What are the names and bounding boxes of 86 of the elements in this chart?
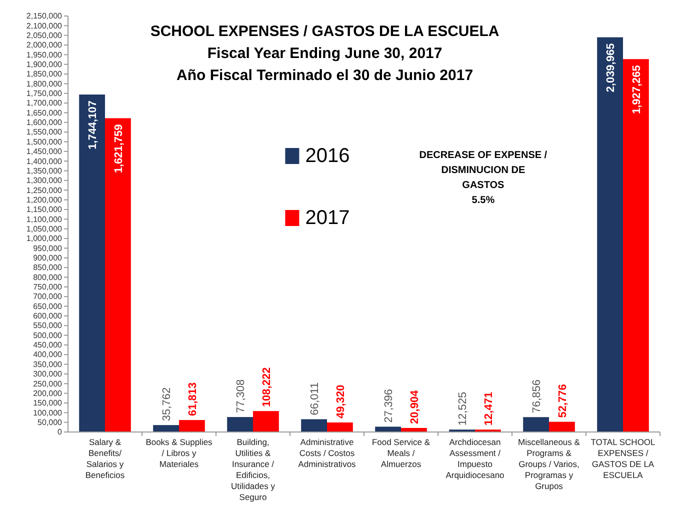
data-label: 27,396: [383, 389, 396, 423]
y-tick-label: 750,000: [33, 282, 63, 292]
y-tick-label: 150,000: [33, 398, 63, 408]
data-label: 1,744,107: [87, 100, 100, 150]
data-label: 1,621,759: [112, 124, 125, 174]
bar: [375, 426, 401, 432]
bar: [327, 422, 353, 432]
x-tick-label: Archdiocesan Assessment / Impuesto Arquidiocesano: [446, 437, 505, 480]
y-tick-label: 400,000: [33, 350, 63, 360]
bar: [523, 417, 549, 432]
data-label: 35,762: [161, 387, 174, 422]
data-label: 2,039,965: [605, 43, 618, 92]
data-label: 12,525: [457, 392, 470, 426]
data-label: 20,904: [408, 389, 421, 424]
y-tick-label: 900,000: [33, 254, 63, 262]
y-tick-label: 600,000: [33, 312, 63, 321]
x-tick-label: TOTAL SCHOOL EXPENSES / GASTOS DE LA ESCUELA: [590, 437, 656, 480]
y-tick-label: 350,000: [33, 360, 63, 369]
y-tick-label: 700,000: [33, 292, 63, 302]
y-tick-label: 550,000: [33, 321, 63, 330]
y-tick-label: 2,050,000: [26, 30, 63, 40]
y-tick-label: 1,550,000: [26, 128, 63, 137]
data-label: 66,011: [309, 382, 322, 416]
y-tick-label: 300,000: [33, 370, 63, 379]
y-tick-label: 1,000,000: [26, 234, 63, 244]
x-tick-label: Salary & Benefits/ Salarios y Beneficios: [85, 437, 125, 480]
y-tick-label: 1,700,000: [26, 98, 63, 108]
y-tick-label: 250,000: [33, 379, 63, 388]
y-tick-label: 200,000: [33, 388, 63, 398]
data-label: 108,222: [260, 367, 273, 408]
y-tick-label: 2,100,000: [26, 21, 63, 30]
data-label: 1,927,265: [630, 65, 643, 114]
y-tick-label: 850,000: [33, 263, 63, 272]
bar: [253, 411, 279, 432]
bar: [153, 425, 179, 432]
y-tick-label: 1,050,000: [26, 224, 63, 234]
y-tick-label: 100,000: [33, 408, 63, 418]
y-tick-label: 1,400,000: [26, 156, 63, 166]
x-tick-label: Building, Utilities & Insurance / Edificios, Utilidades y Seguro: [231, 437, 276, 502]
bar: [549, 422, 575, 432]
y-tick-label: 1,350,000: [26, 166, 63, 176]
legend-label: 2017: [305, 207, 350, 229]
y-tick-label: 650,000: [33, 302, 63, 311]
y-tick-label: 0: [58, 428, 63, 437]
bar: [179, 420, 205, 432]
y-tick-label: 800,000: [33, 272, 63, 282]
data-label: 12,471: [482, 392, 495, 426]
x-tick-label: Administrative Costs / Costos Administrativos: [298, 437, 356, 469]
y-tick-label: 1,200,000: [26, 195, 63, 204]
y-tick-label: 1,950,000: [26, 50, 63, 60]
bar: [227, 417, 253, 432]
legend-label: 2016: [305, 145, 350, 167]
data-label: 49,320: [334, 384, 347, 418]
annotation: DECREASE OF EXPENSE / DISMINUCION DE GASTOS 5.5%: [419, 150, 548, 206]
y-tick-label: 50,000: [38, 418, 63, 427]
y-tick-label: 1,750,000: [26, 89, 63, 98]
x-tick-label: Books & Supplies / Libros y Materiales: [146, 437, 212, 469]
y-tick-label: 1,450,000: [26, 147, 63, 156]
data-label: 76,856: [531, 379, 544, 414]
bar: [79, 94, 105, 432]
y-tick-label: 1,250,000: [26, 186, 63, 195]
y-tick-label: 1,100,000: [26, 214, 63, 224]
y-tick-label: 1,800,000: [26, 79, 63, 88]
y-tick-label: 1,150,000: [26, 205, 63, 214]
y-tick-label: 1,600,000: [26, 118, 63, 128]
y-tick-label: 1,900,000: [26, 60, 63, 70]
text: Fiscal Year Ending June 30, 2017 Año Fiscal Terminado el 30 de Junio 2017: [176, 45, 474, 84]
y-tick-label: 2,150,000: [26, 12, 63, 21]
y-tick-label: 1,650,000: [26, 108, 63, 118]
bar: [597, 37, 623, 432]
x-tick-label: Miscellaneous & Programs & Groups / Varios, Programas y Grupos: [518, 437, 580, 491]
y-tick-label: 1,500,000: [26, 137, 63, 146]
y-tick-label: 500,000: [33, 330, 63, 340]
y-tick-label: 2,000,000: [26, 40, 63, 50]
bar: [105, 118, 131, 432]
text: SCHOOL EXPENSES / GASTOS DE LA ESCUELA: [150, 23, 500, 40]
y-tick-label: 1,300,000: [26, 176, 63, 186]
data-label: 61,813: [186, 382, 199, 416]
data-label: 77,308: [235, 379, 248, 414]
bar: [301, 419, 327, 432]
y-tick-label: 1,850,000: [26, 70, 63, 79]
bar: [623, 59, 649, 432]
data-label: 52,776: [556, 384, 569, 418]
y-tick-label: 450,000: [33, 340, 63, 350]
y-tick-label: 950,000: [33, 244, 63, 253]
x-tick-label: Food Service & Meals / Almuerzos: [372, 437, 430, 469]
